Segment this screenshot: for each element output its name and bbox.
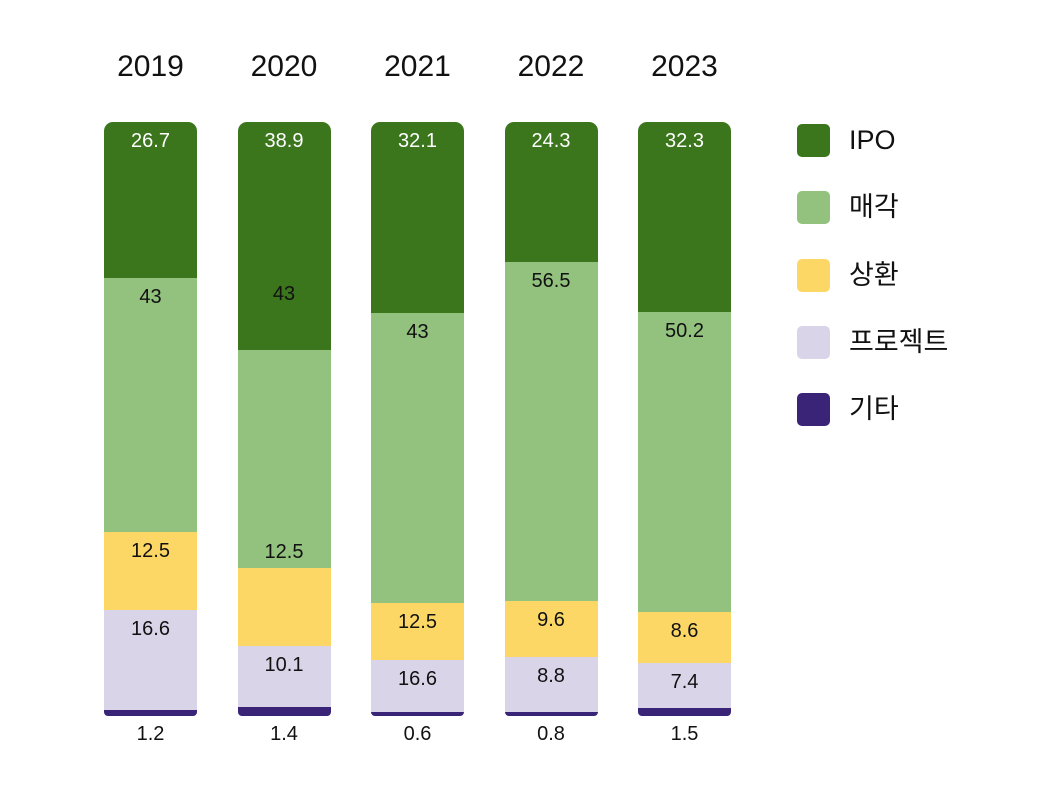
value-label-below-2023-기타: 1.5 bbox=[670, 723, 699, 745]
bar-segment-2023-프로젝트 bbox=[638, 663, 731, 708]
bar-segment-2020-IPO bbox=[237, 122, 331, 350]
value-label-2023-상환: 8.6 bbox=[670, 620, 699, 643]
bar-segment-2021-매각 bbox=[371, 312, 464, 603]
value-label-2022-상환: 9.6 bbox=[537, 609, 565, 631]
value-label-2020-IPO: 38.9 bbox=[264, 130, 304, 152]
bar-segment-2021-상환 bbox=[371, 602, 464, 660]
bar-segment-2021-프로젝트 bbox=[371, 659, 464, 712]
legend-swatch-icon bbox=[797, 191, 830, 225]
value-label-2020-상환: 12.5 bbox=[264, 540, 304, 563]
bar-2020 bbox=[237, 122, 331, 716]
value-label-2020-프로젝트: 10.1 bbox=[264, 653, 304, 676]
legend-label: 매각 bbox=[849, 192, 899, 223]
bar-segment-2020-상환 bbox=[237, 567, 331, 646]
bar-segment-2020-프로젝트 bbox=[237, 645, 331, 708]
value-label-2021-매각: 43 bbox=[406, 320, 429, 343]
legend-item-프로젝트: 프로젝트 bbox=[797, 325, 949, 359]
bar-segment-2022-매각 bbox=[504, 262, 598, 601]
bar-segment-2019-IPO bbox=[104, 122, 197, 278]
bar-segment-2021-기타 bbox=[371, 711, 464, 716]
year-label-2023: 2023 bbox=[651, 50, 718, 83]
bar-2023 bbox=[638, 122, 731, 716]
bar-segment-2021-IPO bbox=[371, 122, 464, 313]
bar-2022 bbox=[504, 122, 598, 716]
legend-item-IPO: IPO bbox=[797, 124, 896, 157]
value-label-2019-프로젝트: 16.6 bbox=[131, 617, 170, 640]
legend-swatch-icon bbox=[797, 258, 830, 292]
value-label-2023-IPO: 32.3 bbox=[665, 130, 704, 152]
value-label-2022-프로젝트: 8.8 bbox=[537, 665, 565, 688]
bar-segment-2020-매각 bbox=[237, 349, 331, 568]
bar-2021 bbox=[371, 122, 464, 716]
legend-label: IPO bbox=[849, 125, 896, 155]
value-label-below-2020-기타: 1.4 bbox=[270, 723, 298, 745]
bar-2019 bbox=[104, 122, 197, 716]
legend-item-기타: 기타 bbox=[797, 393, 899, 426]
bar-segment-2022-프로젝트 bbox=[504, 657, 598, 713]
bar-segment-2023-매각 bbox=[638, 312, 731, 613]
value-label-below-2022-기타: 0.8 bbox=[537, 723, 565, 745]
legend-label: 프로젝트 bbox=[849, 326, 949, 357]
value-label-2021-상환: 12.5 bbox=[398, 610, 437, 633]
value-label-2021-프로젝트: 16.6 bbox=[398, 667, 437, 690]
bar-segment-2019-기타 bbox=[104, 710, 197, 716]
legend-item-상환: 상환 bbox=[797, 258, 899, 292]
bar-segment-2019-매각 bbox=[104, 277, 197, 532]
value-label-2023-프로젝트: 7.4 bbox=[670, 671, 699, 694]
bar-segment-2022-IPO bbox=[504, 122, 598, 262]
bar-segment-2022-상환 bbox=[504, 601, 598, 657]
year-label-2022: 2022 bbox=[517, 50, 585, 83]
value-label-2020-매각: 43 bbox=[272, 282, 296, 305]
year-label-2020: 2020 bbox=[250, 50, 318, 83]
value-label-below-2019-기타: 1.2 bbox=[136, 723, 165, 745]
value-label-2019-상환: 12.5 bbox=[131, 539, 170, 562]
legend-swatch-icon bbox=[797, 325, 830, 359]
value-label-2021-IPO: 32.1 bbox=[398, 130, 437, 152]
bar-segment-2023-상환 bbox=[638, 612, 731, 664]
bar-segment-2020-기타 bbox=[237, 707, 331, 716]
bar-segment-2019-프로젝트 bbox=[104, 609, 197, 710]
legend-item-매각: 매각 bbox=[797, 191, 899, 225]
legend-swatch-icon bbox=[797, 124, 830, 157]
value-label-below-2021-기타: 0.6 bbox=[403, 723, 432, 745]
year-label-2021: 2021 bbox=[384, 50, 451, 83]
value-label-2019-매각: 43 bbox=[139, 285, 162, 308]
year-label-2019: 2019 bbox=[117, 50, 184, 83]
value-label-2022-IPO: 24.3 bbox=[531, 130, 571, 152]
bar-segment-2023-기타 bbox=[638, 707, 731, 716]
legend-label: 기타 bbox=[849, 394, 899, 424]
legend-swatch-icon bbox=[797, 393, 830, 426]
value-label-2023-매각: 50.2 bbox=[665, 320, 704, 343]
legend-label: 상환 bbox=[849, 259, 899, 290]
bar-segment-2019-상환 bbox=[104, 531, 197, 610]
bar-segment-2023-IPO bbox=[638, 122, 731, 313]
value-label-2022-매각: 56.5 bbox=[531, 270, 571, 292]
value-label-2019-IPO: 26.7 bbox=[131, 130, 170, 152]
bar-segment-2022-기타 bbox=[504, 712, 598, 716]
